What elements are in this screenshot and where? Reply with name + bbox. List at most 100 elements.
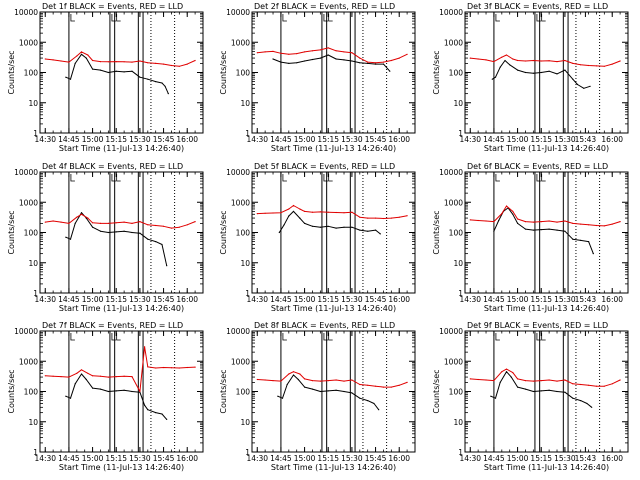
data-point-lld (611, 383, 613, 385)
data-point-events (92, 68, 94, 70)
data-point-events (359, 229, 361, 231)
data-point-lld (611, 223, 613, 225)
data-point-lld (406, 381, 408, 383)
y-axis-label: Counts/sec (432, 50, 441, 94)
data-point-lld (548, 220, 550, 222)
data-point-lld (139, 390, 141, 393)
y-tick-label: 100 (449, 229, 464, 238)
data-point-lld (512, 58, 514, 60)
data-point-events (591, 406, 593, 408)
data-point-lld (52, 220, 54, 222)
marker-flag (328, 333, 333, 341)
data-point-lld (505, 54, 508, 56)
data-point-events (540, 229, 542, 231)
data-point-lld (147, 224, 149, 226)
data-point-events (548, 389, 550, 391)
x-tick-label: 15:30 (129, 295, 151, 304)
data-point-lld (619, 379, 621, 381)
marker-flag (328, 174, 333, 182)
x-tick-label: 14:45 (58, 135, 80, 144)
data-point-events (292, 210, 295, 212)
data-point-events (532, 72, 535, 74)
data-point-events (490, 395, 492, 397)
y-tick-label: 10000 (14, 327, 38, 336)
x-tick-label: 15:30 (554, 454, 576, 463)
y-axis-label: Counts/sec (219, 210, 228, 254)
x-tick-label: 15:15 (105, 135, 127, 144)
y-tick-label: 10 (240, 259, 250, 268)
data-point-events (540, 390, 542, 392)
data-point-lld (319, 211, 321, 213)
data-point-lld (564, 59, 566, 62)
y-tick-label: 10 (453, 418, 463, 427)
y-tick-label: 1 (458, 448, 463, 457)
y-tick-label: 100 (24, 388, 39, 397)
data-point-lld (304, 378, 306, 380)
marker-flag (323, 333, 328, 341)
x-tick-label: 15:43 (575, 454, 597, 463)
data-point-lld (178, 65, 180, 67)
data-point-events (548, 70, 550, 72)
data-point-events (131, 231, 133, 234)
data-point-lld (540, 380, 542, 382)
data-point-lld (335, 379, 337, 381)
data-point-lld (367, 384, 369, 386)
y-tick-label: 1000 (19, 38, 38, 47)
data-point-events (80, 53, 83, 55)
data-point-lld (256, 378, 258, 381)
x-tick-label: 15:30 (554, 295, 576, 304)
data-point-lld (469, 219, 471, 221)
panel-title: Det 7f BLACK = Events, RED = LLD (42, 321, 183, 330)
data-point-lld (603, 65, 605, 67)
data-point-lld (44, 58, 46, 60)
data-point-events (373, 402, 375, 405)
marker-flag (328, 14, 333, 22)
data-point-lld (477, 58, 479, 60)
data-point-lld (288, 53, 290, 55)
data-point-lld (493, 61, 495, 63)
data-point-events (288, 62, 290, 64)
data-point-lld (572, 62, 574, 64)
data-point-events (327, 54, 329, 56)
data-point-events (147, 409, 149, 411)
data-point-events (283, 224, 285, 226)
data-point-events (524, 388, 527, 390)
y-tick-label: 1000 (231, 357, 250, 366)
data-point-lld (107, 222, 109, 224)
x-tick-label: 15:30 (341, 454, 363, 463)
data-point-lld (288, 373, 290, 375)
data-point-events (588, 241, 590, 243)
data-point-events (131, 70, 133, 72)
data-point-lld (485, 379, 487, 381)
data-point-lld (564, 379, 566, 381)
x-tick-label: 15:00 (507, 454, 529, 463)
x-tick-label: 15:45 (365, 295, 387, 304)
data-point-lld (131, 61, 133, 63)
data-point-events (272, 58, 274, 60)
x-tick-label: 14:30 (459, 295, 481, 304)
data-point-events (375, 63, 377, 65)
y-tick-label: 1 (458, 129, 463, 138)
data-point-lld (603, 225, 605, 227)
x-tick-label: 15:15 (317, 135, 339, 144)
data-point-lld (256, 52, 258, 54)
data-point-lld (517, 378, 519, 380)
data-point-lld (398, 216, 400, 218)
data-point-events (280, 61, 282, 63)
y-tick-label: 100 (449, 388, 464, 397)
x-tick-label: 15:30 (129, 454, 151, 463)
data-point-events (155, 241, 157, 243)
data-point-events (147, 238, 149, 240)
y-tick-label: 10000 (226, 8, 250, 17)
data-point-lld (123, 221, 125, 223)
data-point-lld (299, 208, 301, 210)
data-point-lld (390, 217, 392, 219)
x-tick-label: 14:45 (58, 454, 80, 463)
data-point-lld (311, 50, 314, 52)
marker-flag (541, 174, 546, 182)
data-point-lld (80, 369, 83, 371)
data-point-lld (155, 62, 157, 64)
data-point-events (167, 93, 169, 95)
data-point-events (123, 230, 125, 232)
data-point-lld (115, 222, 117, 224)
